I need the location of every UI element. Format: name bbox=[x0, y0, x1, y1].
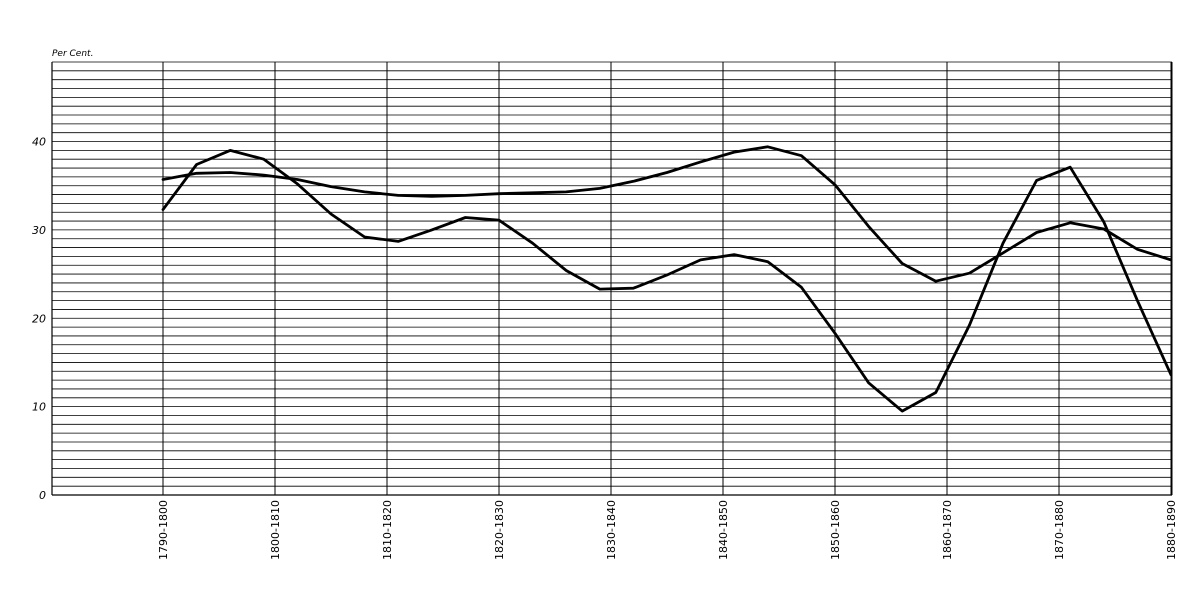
y-tick-label: 0 bbox=[39, 489, 46, 502]
horizontal-gridlines bbox=[52, 61, 1172, 487]
series-line-2 bbox=[161, 145, 1173, 283]
x-tick-label: 1830-1840 bbox=[605, 500, 618, 560]
x-tick-label: 1880-1890 bbox=[1165, 500, 1178, 560]
x-axis-ticks: 1790-1800 1800-1810 1810-1820 1820-1830 1830… bbox=[157, 500, 1178, 560]
series-line-1 bbox=[161, 148, 1173, 413]
y-tick-label: 20 bbox=[32, 312, 46, 325]
unit-label: Per Cent. bbox=[52, 49, 93, 59]
x-tick-label: 1790-1800 bbox=[157, 500, 170, 560]
series-group bbox=[161, 145, 1173, 413]
x-tick-label: 1800-1810 bbox=[269, 500, 282, 560]
y-tick-label: 10 bbox=[32, 401, 46, 414]
y-tick-label: 40 bbox=[32, 136, 46, 149]
vertical-gridlines bbox=[162, 62, 1173, 495]
y-axis-ticks: 0 10 20 30 40 bbox=[32, 136, 46, 502]
x-tick-label: 1810-1820 bbox=[381, 500, 394, 560]
x-tick-label: 1820-1830 bbox=[493, 500, 506, 560]
y-tick-label: 30 bbox=[32, 224, 46, 237]
x-tick-label: 1860-1870 bbox=[941, 500, 954, 560]
x-tick-label: 1850-1860 bbox=[829, 500, 842, 560]
x-tick-label: 1840-1850 bbox=[717, 500, 730, 560]
x-tick-label: 1870-1880 bbox=[1053, 500, 1066, 560]
